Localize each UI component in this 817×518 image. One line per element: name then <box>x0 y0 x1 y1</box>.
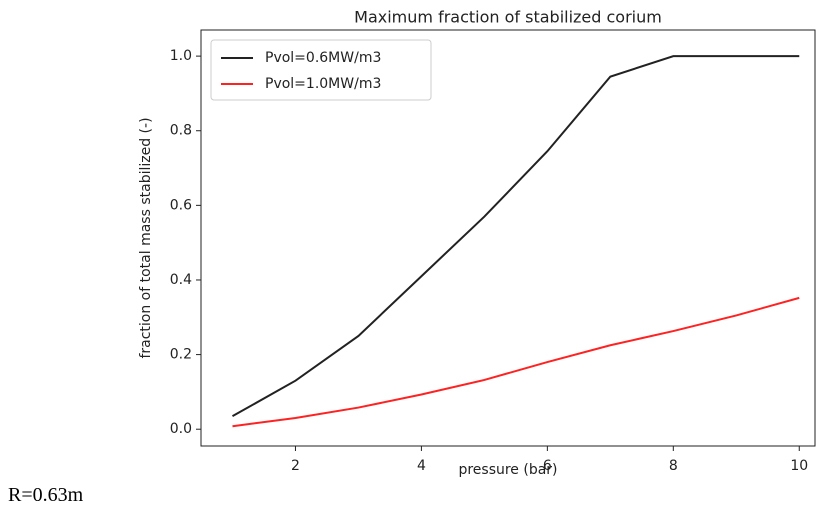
y-axis-label: fraction of total mass stabilized (-) <box>138 117 154 358</box>
series-line <box>232 296 800 428</box>
x-tick-label: 4 <box>417 458 426 474</box>
x-tick-label: 6 <box>543 458 552 474</box>
y-tick-label: 0.8 <box>170 123 192 139</box>
x-axis-label: pressure (bar) <box>458 462 557 478</box>
legend-box <box>210 39 432 101</box>
y-tick-label: 0.4 <box>170 272 192 288</box>
x-tick-label: 2 <box>291 458 300 474</box>
caption: R=0.63m <box>8 484 84 506</box>
chart: Maximum fraction of stabilized corium pr… <box>138 8 816 478</box>
y-tick-label: 0.6 <box>170 197 192 213</box>
legend: Pvol=0.6MW/m3 Pvol=1.0MW/m3 <box>210 39 432 101</box>
plot-frame <box>200 29 816 447</box>
y-tick-label: 0.0 <box>170 421 192 437</box>
legend-label: Pvol=1.0MW/m3 <box>265 76 381 92</box>
y-tick-label: 0.2 <box>170 347 192 363</box>
legend-label: Pvol=0.6MW/m3 <box>265 50 381 66</box>
x-tick-label: 10 <box>790 458 808 474</box>
x-tick-label: 8 <box>669 458 678 474</box>
y-tick-label: 1.0 <box>170 48 192 64</box>
chart-title: Maximum fraction of stabilized corium <box>354 8 662 27</box>
series-line <box>231 55 800 418</box>
